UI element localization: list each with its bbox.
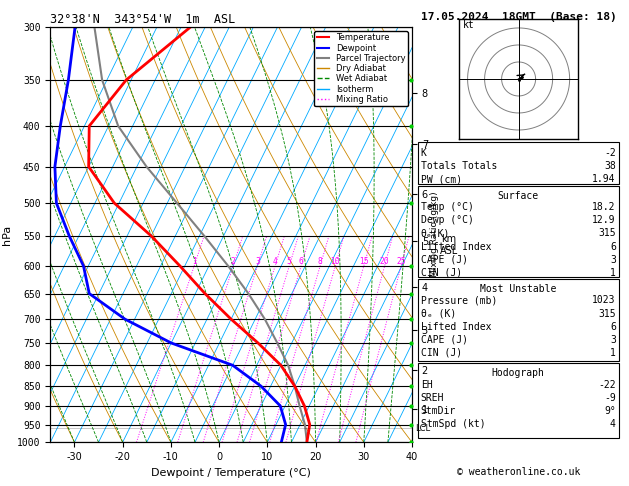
Text: 6: 6 — [610, 322, 616, 332]
Text: 2: 2 — [231, 257, 236, 266]
Text: SREH: SREH — [421, 393, 444, 403]
Text: 20: 20 — [380, 257, 389, 266]
Text: Most Unstable: Most Unstable — [480, 284, 557, 294]
Text: 6: 6 — [610, 242, 616, 252]
Text: -22: -22 — [598, 380, 616, 390]
Text: Lifted Index: Lifted Index — [421, 242, 491, 252]
Text: LCL: LCL — [416, 424, 431, 433]
Text: -9: -9 — [604, 393, 616, 403]
X-axis label: Dewpoint / Temperature (°C): Dewpoint / Temperature (°C) — [151, 468, 311, 478]
Text: -2: -2 — [604, 148, 616, 158]
Text: CAPE (J): CAPE (J) — [421, 335, 468, 345]
Text: kt: kt — [462, 20, 474, 30]
Text: Hodograph: Hodograph — [492, 368, 545, 378]
Text: StmSpd (kt): StmSpd (kt) — [421, 419, 486, 429]
Text: 8: 8 — [318, 257, 323, 266]
Text: 315: 315 — [598, 309, 616, 319]
Text: 32°38'N  343°54'W  1m  ASL: 32°38'N 343°54'W 1m ASL — [50, 13, 236, 26]
Text: 4: 4 — [610, 419, 616, 429]
Y-axis label: km
ASL: km ASL — [440, 235, 458, 256]
Text: 1: 1 — [610, 268, 616, 278]
Legend: Temperature, Dewpoint, Parcel Trajectory, Dry Adiabat, Wet Adiabat, Isotherm, Mi: Temperature, Dewpoint, Parcel Trajectory… — [314, 31, 408, 106]
Text: StmDir: StmDir — [421, 406, 456, 416]
Text: 6: 6 — [299, 257, 304, 266]
Text: CIN (J): CIN (J) — [421, 268, 462, 278]
Text: 12.9: 12.9 — [593, 215, 616, 226]
Text: 1.94: 1.94 — [593, 174, 616, 185]
Y-axis label: hPa: hPa — [1, 225, 11, 244]
Text: K: K — [421, 148, 426, 158]
Text: 315: 315 — [598, 228, 616, 239]
Text: 9°: 9° — [604, 406, 616, 416]
Text: 5: 5 — [287, 257, 292, 266]
Text: Surface: Surface — [498, 191, 539, 201]
Text: 3: 3 — [610, 255, 616, 265]
Text: 38: 38 — [604, 161, 616, 172]
Text: 1: 1 — [610, 348, 616, 358]
Text: CAPE (J): CAPE (J) — [421, 255, 468, 265]
Text: 3: 3 — [255, 257, 260, 266]
Text: CIN (J): CIN (J) — [421, 348, 462, 358]
Text: 3: 3 — [610, 335, 616, 345]
Text: θₑ(K): θₑ(K) — [421, 228, 450, 239]
Text: EH: EH — [421, 380, 433, 390]
Text: Mixing Ratio (g/kg): Mixing Ratio (g/kg) — [430, 191, 439, 278]
Text: 1: 1 — [192, 257, 196, 266]
Text: Totals Totals: Totals Totals — [421, 161, 497, 172]
Text: 4: 4 — [273, 257, 277, 266]
Text: 1023: 1023 — [593, 295, 616, 306]
Text: PW (cm): PW (cm) — [421, 174, 462, 185]
Text: Dewp (°C): Dewp (°C) — [421, 215, 474, 226]
Text: 18.2: 18.2 — [593, 202, 616, 212]
Text: θₑ (K): θₑ (K) — [421, 309, 456, 319]
Text: 10: 10 — [330, 257, 340, 266]
Text: Lifted Index: Lifted Index — [421, 322, 491, 332]
Text: Pressure (mb): Pressure (mb) — [421, 295, 497, 306]
Text: © weatheronline.co.uk: © weatheronline.co.uk — [457, 467, 581, 477]
Text: Temp (°C): Temp (°C) — [421, 202, 474, 212]
Text: 25: 25 — [396, 257, 406, 266]
Text: 17.05.2024  18GMT  (Base: 18): 17.05.2024 18GMT (Base: 18) — [421, 12, 617, 22]
Text: 15: 15 — [359, 257, 369, 266]
